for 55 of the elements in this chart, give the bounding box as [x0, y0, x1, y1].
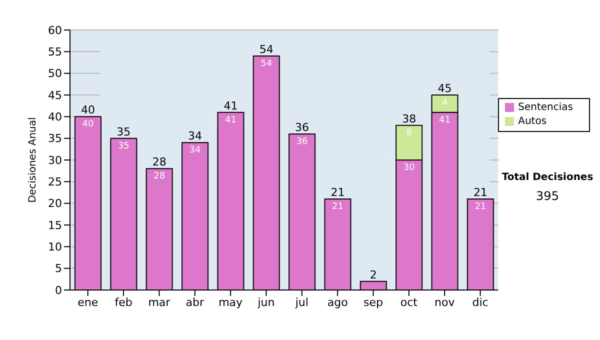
y-tick-label: 10 [48, 240, 62, 254]
x-tick-label: oct [400, 296, 418, 309]
total-label: 41 [224, 99, 238, 112]
total-label: 35 [116, 125, 131, 138]
legend-label: Autos [518, 116, 547, 127]
x-tick-label: nov [434, 296, 456, 309]
y-tick-label: 45 [48, 88, 62, 102]
data-label: 30 [403, 163, 416, 173]
x-tick-label: jul [294, 296, 308, 309]
data-label: 8 [406, 128, 412, 138]
x-tick-label: ene [78, 296, 98, 309]
x-tick-label: abr [186, 296, 204, 309]
data-label: 21 [474, 202, 486, 212]
total-label: 28 [152, 156, 166, 169]
text: 395 [535, 189, 560, 203]
x-tick-label: ago [327, 296, 348, 309]
y-tick-label: 25 [48, 176, 62, 189]
data-label: 4 [442, 98, 448, 108]
total-label: 21 [473, 186, 488, 199]
data-label: 54 [260, 59, 272, 69]
y-tick-label: 55 [48, 46, 62, 59]
x-tick-label: jun [256, 296, 275, 309]
data-label: 34 [189, 146, 202, 156]
total-label: 54 [259, 43, 274, 56]
y-tick-label: 40 [48, 110, 62, 124]
x-tick-label: mar [148, 296, 171, 309]
x-tick-label: sep [364, 296, 384, 309]
x-tick-label: feb [114, 296, 132, 309]
total-label: 21 [330, 186, 345, 199]
y-tick-label: 20 [48, 197, 62, 210]
total-label: 38 [402, 112, 416, 126]
data-label: 36 [296, 137, 308, 147]
total-label: 40 [80, 104, 95, 117]
y-tick-label: 15 [48, 218, 62, 232]
text: Total Decisiones [500, 172, 594, 183]
x-tick-label: dic [472, 296, 488, 309]
data-label: 41 [439, 115, 450, 126]
data-label: 21 [332, 202, 344, 212]
y-tick-label: 60 [48, 24, 62, 37]
y-tick-label: 5 [55, 262, 62, 276]
data-label: 41 [224, 115, 236, 126]
data-label: 40 [82, 120, 94, 130]
legend-label: Sentencias [518, 102, 573, 113]
y-tick-label: 35 [48, 132, 62, 146]
data-label: 28 [154, 172, 166, 182]
total-label: 45 [438, 82, 452, 95]
total-label: 36 [295, 121, 310, 134]
y-tick-label: 30 [48, 154, 62, 167]
total-label: 34 [188, 130, 202, 143]
total-label: 2 [370, 268, 377, 282]
x-tick-label: may [218, 296, 244, 309]
y-axis-title: Decisiones Anual [28, 117, 39, 203]
y-tick-label: 50 [48, 67, 62, 80]
y-tick-label: 0 [55, 284, 62, 297]
data-label: 35 [118, 141, 130, 152]
